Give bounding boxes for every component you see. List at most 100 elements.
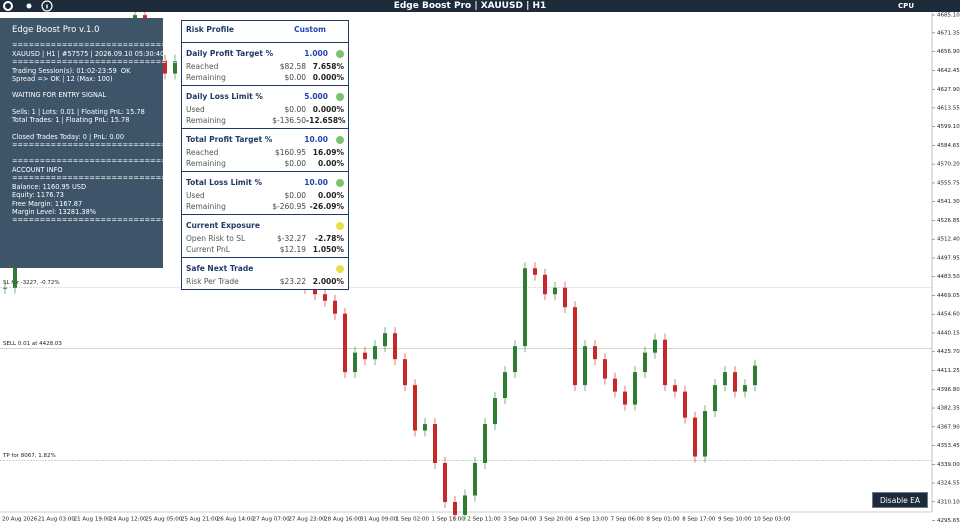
- candle: [173, 60, 177, 74]
- price-label: 4339.00: [937, 462, 960, 468]
- section-header: Safe Next Trade: [186, 261, 344, 276]
- price-label: 4469.05: [937, 293, 960, 299]
- price-label: 4685.10: [937, 13, 960, 19]
- time-label: 25 Aug 05:00: [145, 517, 183, 523]
- disable-ea-button[interactable]: Disable EA: [872, 492, 928, 508]
- time-label: 1 Sep 18:00: [432, 517, 466, 523]
- status-dot: [336, 221, 344, 230]
- info-panel: Edge Boost Pro v.1.0 ===================…: [0, 18, 178, 268]
- risk-section: Daily Loss Limit % 5.000 Used $0.00 0.000% Re…: [182, 86, 348, 129]
- time-label: 8 Sep 01:00: [646, 517, 680, 523]
- section-title: Safe Next Trade: [186, 264, 254, 273]
- row-label: Current PnL: [186, 245, 230, 254]
- row-percent: 0.00%: [317, 159, 344, 168]
- price-label: 4440.15: [937, 330, 960, 336]
- candle: [723, 372, 727, 386]
- candle: [493, 398, 497, 425]
- risk-section: Current Exposure Open Risk to SL $-32.27 -2…: [182, 215, 348, 258]
- price-label: 4671.35: [937, 30, 960, 36]
- candle: [753, 365, 757, 386]
- level-label: SL for -3227, -0.72%: [3, 280, 60, 286]
- candle: [413, 385, 417, 431]
- row-percent: 0.00%: [317, 191, 344, 200]
- row-label: Remaining: [186, 116, 226, 125]
- time-label: 1 Sep 02:00: [396, 517, 430, 523]
- spacer: [12, 125, 163, 133]
- time-label: 4 Sep 13:00: [575, 517, 609, 523]
- price-label: 4454.60: [937, 312, 960, 318]
- candle: [463, 495, 467, 515]
- spacer: [12, 100, 163, 108]
- row-percent: -2.78%: [314, 234, 344, 243]
- price-label: 4555.75: [937, 180, 960, 186]
- window-title: Edge Boost Pro | XAUUSD | H1: [393, 1, 547, 11]
- row-amount: $0.00: [284, 191, 306, 200]
- info-line: Balance: 1160.95 USD: [12, 182, 87, 191]
- section-value: 5.000: [304, 92, 328, 101]
- title-bar: Edge Boost Pro | XAUUSD | H1 CPU: [0, 0, 960, 12]
- info-line: Spread => OK | 12 (Max: 100): [12, 75, 113, 84]
- price-label: 4526.85: [937, 218, 960, 224]
- candle: [323, 294, 327, 301]
- level-label: TP for 8067, 1.82%: [2, 453, 56, 459]
- info-line: Trading Session(s): 01:02-23:59 OK: [12, 66, 131, 75]
- time-label: 3 Sep 20:00: [539, 517, 573, 523]
- section-row: Current PnL $12.19 1.050%: [186, 244, 344, 255]
- price-label: 4627.90: [937, 87, 960, 93]
- section-row: Risk Per Trade $23.22 2.000%: [186, 276, 344, 287]
- section-row: Reached $160.95 16.09%: [186, 147, 344, 158]
- row-amount: $82.58: [279, 62, 306, 71]
- time-label: 26 Aug 14:00: [217, 517, 255, 523]
- price-label: 4656.90: [937, 49, 960, 55]
- row-percent: -12.658%: [306, 116, 346, 125]
- row-label: Remaining: [186, 202, 226, 211]
- info-line: ==============================: [12, 174, 178, 183]
- info-line: ==============================: [12, 157, 178, 166]
- candle: [553, 287, 557, 295]
- section-header: Total Loss Limit % 10.00: [186, 175, 344, 190]
- price-label: 4324.55: [937, 481, 960, 487]
- info-line: ==============================: [12, 216, 178, 225]
- risk-value: Custom: [294, 25, 326, 34]
- status-dot: [336, 178, 344, 187]
- candle: [343, 313, 347, 373]
- row-label: Used: [186, 105, 205, 114]
- price-label: 4642.45: [937, 68, 960, 74]
- candle: [363, 352, 367, 360]
- spacer: [12, 83, 163, 91]
- price-label: 4310.10: [937, 499, 960, 505]
- section-row: Remaining $0.00 0.00%: [186, 158, 344, 169]
- price-label: 4497.95: [937, 255, 960, 261]
- candle: [373, 346, 377, 360]
- candle: [633, 372, 637, 405]
- candle: [643, 352, 647, 373]
- section-row: Remaining $-136.50 -12.658%: [186, 115, 346, 126]
- candle: [163, 60, 167, 74]
- row-amount: $-32.27: [277, 234, 306, 243]
- info-line: Free Margin: 1167.87: [12, 199, 83, 208]
- time-label: 27 Aug 23:00: [288, 517, 326, 523]
- status-dot: [336, 135, 344, 144]
- price-label: 4396.80: [937, 387, 960, 393]
- info-line: Equity: 1176.73: [12, 191, 64, 200]
- section-title: Current Exposure: [186, 221, 260, 230]
- candle: [423, 424, 427, 431]
- candle: [613, 378, 617, 392]
- candle: [333, 300, 337, 314]
- info-line: ==============================: [12, 41, 178, 50]
- candle: [713, 385, 717, 412]
- price-label: 4512.40: [937, 237, 960, 243]
- row-percent: 2.000%: [312, 277, 344, 286]
- price-label: 4599.10: [937, 124, 960, 130]
- row-label: Reached: [186, 148, 219, 157]
- row-label: Remaining: [186, 159, 226, 168]
- candle: [3, 287, 7, 289]
- info-line: Closed Trades Today: 0 | PnL: 0.00: [12, 132, 125, 141]
- spacer: [12, 149, 163, 157]
- candle: [433, 424, 437, 464]
- candle: [313, 287, 317, 295]
- candle: [573, 307, 577, 386]
- section-title: Daily Profit Target %: [186, 49, 274, 58]
- status-dot: [336, 49, 344, 58]
- section-row: Remaining $0.00 0.000%: [186, 72, 344, 83]
